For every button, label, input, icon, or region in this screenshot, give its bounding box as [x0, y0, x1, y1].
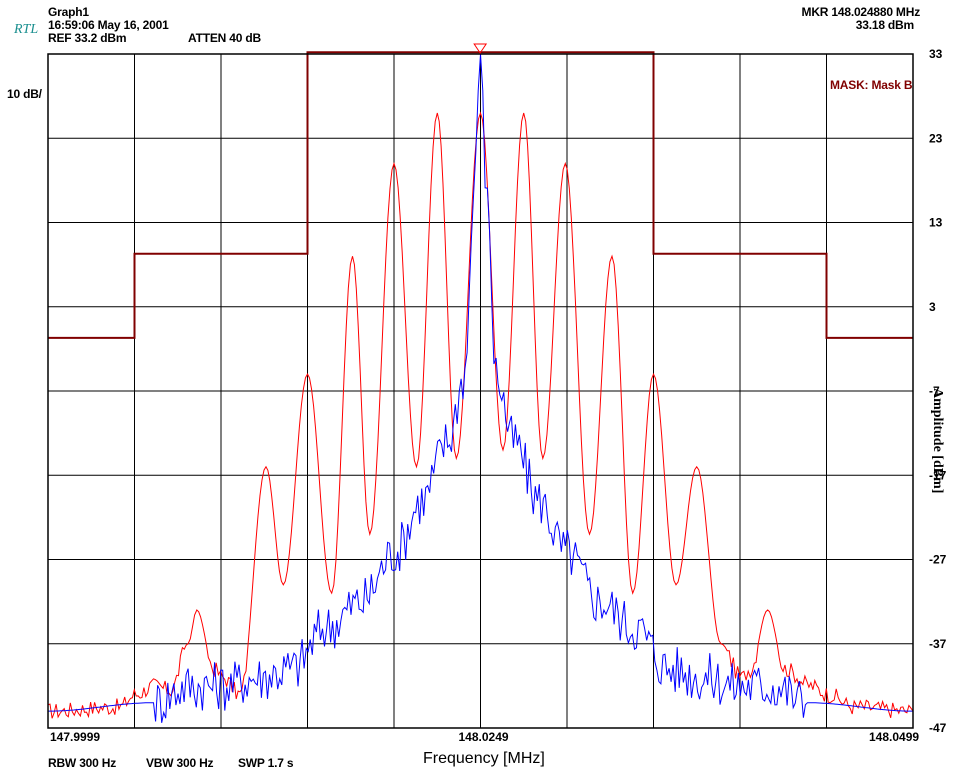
mask-label: MASK: Mask B [830, 78, 913, 92]
sweep-time: SWP 1.7 s [238, 756, 294, 770]
ref-level: REF 33.2 dBm [48, 31, 127, 45]
y-tick-labels: 33 23 13 3 -7 -17 -27 -37 -47 [929, 47, 947, 735]
marker-amplitude: 33.18 dBm [855, 18, 914, 32]
marker-icon [473, 43, 488, 54]
marker-layer [473, 43, 488, 54]
attenuation: ATTEN 40 dB [188, 31, 261, 45]
y-tick-label: -7 [929, 384, 940, 398]
graph-name: Graph1 [48, 5, 89, 19]
plot-border [47, 53, 914, 729]
plot-frame [47, 53, 914, 729]
vbw-setting: VBW 300 Hz [146, 756, 214, 770]
rbw-setting: RBW 300 Hz [48, 756, 117, 770]
x-axis-label: Frequency [MHz] [423, 750, 545, 767]
trace-line [47, 111, 914, 719]
y-tick-label: -37 [929, 637, 947, 651]
y-tick-label: 23 [929, 131, 943, 145]
marker-frequency: MKR 148.024880 MHz [801, 5, 921, 19]
x-tick-labels: 147.9999 148.0249 148.0499 [50, 730, 919, 744]
y-tick-label: -27 [929, 553, 947, 567]
x-tick-label: 148.0499 [869, 730, 919, 744]
y-tick-label: -17 [929, 468, 947, 482]
plot-grid [48, 54, 913, 728]
x-tick-label: 148.0249 [459, 730, 509, 744]
scale-per-div: 10 dB/ [7, 87, 42, 101]
timestamp: 16:59:06 May 16, 2001 [48, 18, 169, 32]
y-tick-label: 3 [929, 300, 936, 314]
rtl-logo: RTL [14, 22, 39, 37]
y-tick-label: 13 [929, 216, 943, 230]
y-tick-label: 33 [929, 47, 943, 61]
y-axis-label: Amplitude [dBm] [930, 388, 945, 494]
y-tick-label: -47 [929, 721, 947, 735]
x-tick-label: 147.9999 [50, 730, 100, 744]
